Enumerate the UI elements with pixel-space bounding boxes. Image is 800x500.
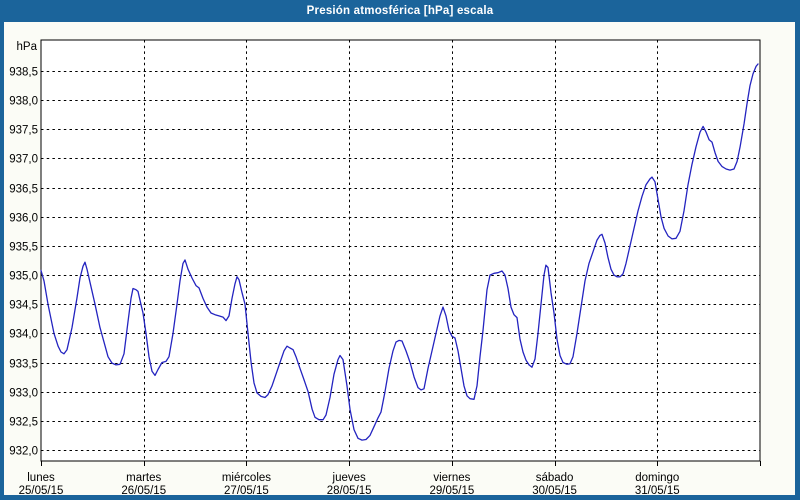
- x-date-label: 28/05/15: [327, 485, 372, 497]
- y-tick-label: 932,0: [9, 446, 38, 458]
- y-tick-label: 934,5: [9, 300, 38, 312]
- x-date-label: 29/05/15: [429, 485, 474, 497]
- x-date-label: 26/05/15: [121, 485, 166, 497]
- y-tick-label: 936,5: [9, 184, 38, 196]
- title-bar: Presión atmosférica [hPa] escala: [0, 0, 800, 22]
- x-day-label: sábado: [536, 472, 574, 484]
- y-unit-label: hPa: [17, 41, 38, 53]
- y-tick-label: 934,0: [9, 329, 38, 341]
- x-date-label: 27/05/15: [224, 485, 269, 497]
- x-day-label: domingo: [635, 472, 679, 484]
- y-tick-label: 937,5: [9, 125, 38, 137]
- y-tick-label: 937,0: [9, 154, 38, 166]
- x-day-label: martes: [126, 472, 161, 484]
- x-day-label: lunes: [27, 472, 55, 484]
- y-tick-label: 938,0: [9, 96, 38, 108]
- y-tick-label: 932,5: [9, 417, 38, 429]
- x-day-label: viernes: [433, 472, 470, 484]
- x-day-label: miércoles: [222, 472, 271, 484]
- plot-border: [40, 39, 761, 462]
- y-tick-label: 936,0: [9, 213, 38, 225]
- x-date-label: 30/05/15: [532, 485, 577, 497]
- x-day-label: jueves: [332, 472, 366, 484]
- y-tick-label: 933,5: [9, 359, 38, 371]
- pressure-series-line: [40, 63, 759, 441]
- y-tick-label: 933,0: [9, 388, 38, 400]
- x-date-label: 25/05/15: [19, 485, 64, 497]
- chart-title: Presión atmosférica [hPa] escala: [306, 5, 494, 17]
- y-tick-label: 935,0: [9, 271, 38, 283]
- x-date-label: 31/05/15: [635, 485, 680, 497]
- y-tick-label: 935,5: [9, 242, 38, 254]
- y-tick-label: 938,5: [9, 67, 38, 79]
